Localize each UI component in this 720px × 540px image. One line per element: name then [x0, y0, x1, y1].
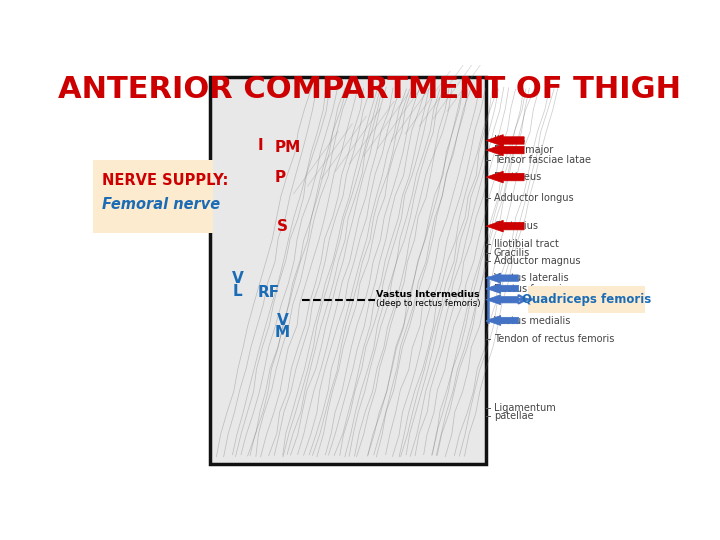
Polygon shape — [486, 295, 518, 305]
FancyBboxPatch shape — [528, 286, 645, 313]
Text: Tensor fasciae latae: Tensor fasciae latae — [494, 154, 591, 165]
Text: Adductor longus: Adductor longus — [494, 193, 574, 203]
Text: NERVE SUPPLY:: NERVE SUPPLY: — [102, 173, 229, 188]
Text: Adductor magnus: Adductor magnus — [494, 256, 580, 266]
Text: Femoral nerve: Femoral nerve — [102, 197, 220, 212]
Text: S: S — [277, 219, 288, 234]
Text: ANTERIOR COMPARTMENT OF THIGH: ANTERIOR COMPARTMENT OF THIGH — [58, 75, 680, 104]
Text: Iliacus: Iliacus — [494, 136, 525, 145]
Text: L: L — [233, 284, 243, 299]
Text: Iliotibial tract: Iliotibial tract — [494, 239, 559, 248]
Text: Sartorius: Sartorius — [494, 221, 538, 231]
Text: I: I — [257, 138, 263, 153]
Text: Vastus lateralis: Vastus lateralis — [494, 273, 569, 283]
Polygon shape — [486, 171, 524, 183]
Text: P: P — [274, 170, 285, 185]
Polygon shape — [486, 134, 524, 146]
Text: patellae: patellae — [494, 411, 534, 421]
Text: Pectineus: Pectineus — [494, 172, 541, 182]
FancyBboxPatch shape — [93, 160, 213, 233]
Text: Vastus medialis: Vastus medialis — [494, 315, 570, 326]
Text: V: V — [276, 313, 289, 328]
Text: PM: PM — [275, 140, 301, 156]
Text: Rectus femoris: Rectus femoris — [494, 284, 567, 294]
Text: Quadriceps femoris: Quadriceps femoris — [522, 293, 652, 306]
Polygon shape — [486, 284, 518, 294]
Polygon shape — [486, 273, 518, 283]
Text: Psoas major: Psoas major — [494, 145, 553, 155]
Text: Tendon of rectus femoris: Tendon of rectus femoris — [494, 334, 614, 344]
Polygon shape — [486, 220, 524, 232]
Text: Ligamentum: Ligamentum — [494, 403, 556, 413]
FancyBboxPatch shape — [210, 77, 486, 464]
Text: RF: RF — [258, 285, 279, 300]
Text: V: V — [232, 272, 244, 286]
Polygon shape — [486, 315, 518, 326]
Text: Gracilis: Gracilis — [494, 248, 530, 258]
Text: M: M — [275, 325, 290, 340]
Text: (deep to rectus femoris): (deep to rectus femoris) — [377, 299, 481, 308]
Text: Vastus Intermedius: Vastus Intermedius — [377, 290, 480, 299]
Polygon shape — [486, 144, 524, 156]
